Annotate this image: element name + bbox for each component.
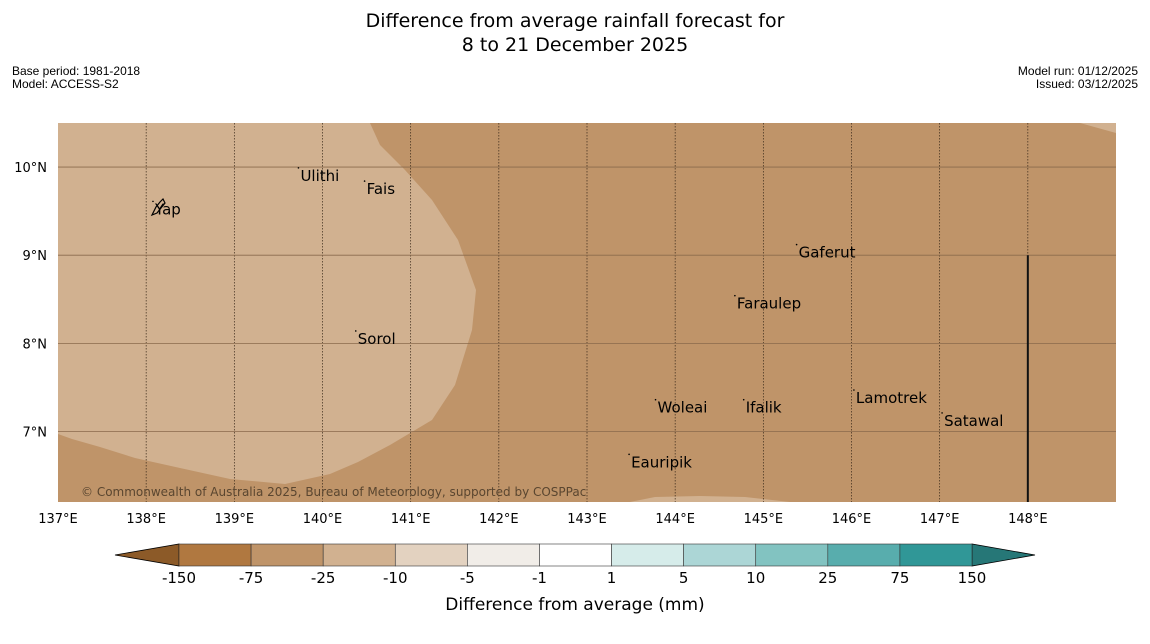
meta-right: Model run: 01/12/2025 Issued: 03/12/2025 xyxy=(1018,65,1138,91)
longitude-tick-label: 142°E xyxy=(479,512,519,527)
place-label: Gaferut xyxy=(799,244,856,262)
place-label: Eauripik xyxy=(631,453,692,471)
place-marker xyxy=(654,398,657,401)
longitude-tick-label: 138°E xyxy=(126,512,166,527)
place-labels: Ulithi Fais Yap Gaferut Faraulep Sorol Lamotre… xyxy=(152,167,1003,471)
longitude-tick-label: 146°E xyxy=(832,512,872,527)
place-marker xyxy=(795,243,798,246)
title-line-2: 8 to 21 December 2025 xyxy=(461,34,689,56)
model-text: Model: ACCESS-S2 xyxy=(12,77,119,91)
colorbar-tick-label: 150 xyxy=(958,569,987,587)
light-anomaly-region xyxy=(58,123,476,484)
place-marker xyxy=(354,330,357,332)
place-marker xyxy=(363,180,366,182)
colorbar-boxes xyxy=(114,543,1036,567)
colorbar-tick-label: 5 xyxy=(679,569,689,587)
place-label: Woleai xyxy=(658,399,708,417)
colorbar-box xyxy=(611,543,684,567)
colorbar-box xyxy=(322,543,396,567)
longitude-tick-label: 137°E xyxy=(38,512,78,527)
place-marker xyxy=(734,294,736,297)
base-period-text: Base period: 1981-2018 xyxy=(12,64,141,78)
issued-text: Issued: 03/12/2025 xyxy=(1035,77,1138,91)
colorbar-ticks: -150 -75 -25 -10 -5 -1 1 5 10 25 75 150 xyxy=(162,569,986,587)
place-label: Satawal xyxy=(944,412,1003,430)
place-marker xyxy=(297,167,300,169)
meta-left: Base period: 1981-2018 Model: ACCESS-S2 xyxy=(12,65,140,91)
colorbar-tick-label: 10 xyxy=(746,569,765,587)
place-marker xyxy=(853,389,855,391)
colorbar-low-extend xyxy=(114,543,180,567)
yap-island-outline xyxy=(150,197,166,217)
place-label: Lamotrek xyxy=(856,389,927,407)
colorbar-tick-label: 75 xyxy=(890,569,909,587)
colorbar-tick-label: -75 xyxy=(239,569,264,587)
latitude-tick-label: 9°N xyxy=(23,249,48,264)
latitude-tick-label: 10°N xyxy=(14,161,47,176)
colorbar-box xyxy=(755,543,829,567)
colorbar-box xyxy=(539,543,612,567)
place-label: Ulithi xyxy=(300,167,339,185)
copyright-text: © Commonwealth of Australia 2025, Bureau… xyxy=(81,485,586,499)
place-label: Sorol xyxy=(358,330,396,348)
place-marker xyxy=(941,412,943,414)
longitude-tick-label: 148°E xyxy=(1008,512,1048,527)
longitude-tick-label: 145°E xyxy=(744,512,784,527)
colorbar-tick-label: -150 xyxy=(162,569,196,587)
longitude-tick-label: 139°E xyxy=(215,512,255,527)
colorbar-box xyxy=(394,543,468,567)
colorbar-box xyxy=(683,543,757,567)
latitude-tick-label: 7°N xyxy=(23,425,48,440)
place-label: Yap xyxy=(154,200,181,218)
colorbar-box xyxy=(178,543,252,567)
title-line-1: Difference from average rainfall forecas… xyxy=(365,10,785,32)
place-marker xyxy=(152,200,154,203)
colorbar-tick-label: -10 xyxy=(383,569,408,587)
colorbar-tick-label: 25 xyxy=(818,569,837,587)
light-anomaly-region-south xyxy=(630,496,790,502)
colorbar-box xyxy=(899,543,973,567)
place-marker xyxy=(628,453,630,456)
light-anomaly-region-northeast xyxy=(1080,123,1116,133)
place-marker xyxy=(742,398,745,401)
longitude-axis: 137°E 138°E 139°E 140°E 141°E 142°E 143°E 144°E… xyxy=(38,512,1047,527)
place-label: Faraulep xyxy=(737,295,801,313)
colorbar-tick-label: -1 xyxy=(532,569,547,587)
longitude-tick-label: 143°E xyxy=(567,512,607,527)
latitude-tick-label: 8°N xyxy=(23,337,48,352)
longitude-tick-label: 140°E xyxy=(303,512,343,527)
colorbar-box xyxy=(250,543,324,567)
model-run-text: Model run: 01/12/2025 xyxy=(1017,64,1138,78)
colorbar-tick-label: -5 xyxy=(460,569,475,587)
place-label: Fais xyxy=(367,180,396,198)
colorbar-box xyxy=(827,543,901,567)
colorbar-box xyxy=(467,543,540,567)
latitude-axis: 10°N 9°N 8°N 7°N xyxy=(14,161,47,440)
map-canvas: Ulithi Fais Yap Gaferut Faraulep Sorol Lamotre… xyxy=(14,123,1116,527)
graticule xyxy=(58,123,1116,502)
colorbar-tick-label: -25 xyxy=(311,569,336,587)
colorbar-title: Difference from average (mm) xyxy=(445,595,704,615)
place-label: Ifalik xyxy=(746,399,782,417)
colorbar-tick-label: 1 xyxy=(607,569,617,587)
longitude-tick-label: 141°E xyxy=(391,512,431,527)
map-title: Difference from average rainfall forecas… xyxy=(0,9,1150,57)
longitude-tick-label: 144°E xyxy=(655,512,695,527)
colorbar-high-extend xyxy=(971,543,1036,567)
longitude-tick-label: 147°E xyxy=(920,512,960,527)
